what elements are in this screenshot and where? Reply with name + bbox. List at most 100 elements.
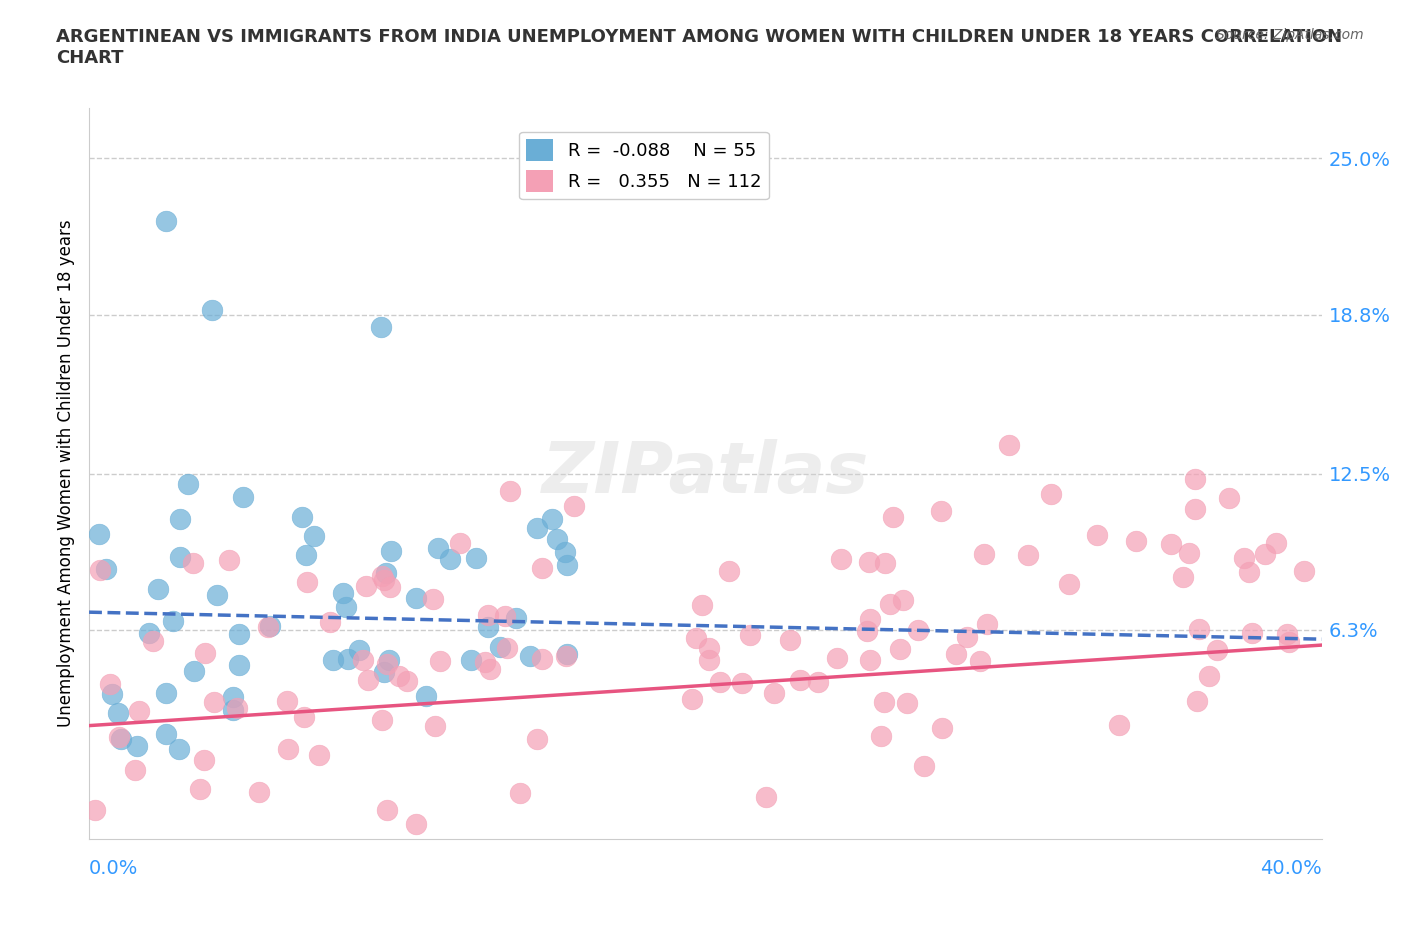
Immigrants from India xyxy=(292,710,315,724)
Immigrants from India xyxy=(789,672,811,687)
Immigrants from India xyxy=(89,563,111,578)
Argentineans xyxy=(89,526,111,541)
Immigrants from India xyxy=(873,695,896,710)
Argentineans xyxy=(477,619,499,634)
Immigrants from India xyxy=(373,572,395,587)
Immigrants from India xyxy=(1188,622,1211,637)
Immigrants from India xyxy=(755,790,778,805)
Immigrants from India xyxy=(247,785,270,800)
Immigrants from India xyxy=(1171,570,1194,585)
Immigrants from India xyxy=(1039,486,1062,501)
Argentineans xyxy=(380,543,402,558)
Immigrants from India xyxy=(1218,490,1240,505)
Argentineans xyxy=(439,551,461,566)
Argentineans xyxy=(221,690,243,705)
Immigrants from India xyxy=(429,654,451,669)
Immigrants from India xyxy=(218,552,240,567)
Immigrants from India xyxy=(912,759,935,774)
Argentineans xyxy=(526,521,548,536)
Argentineans xyxy=(162,614,184,629)
Argentineans xyxy=(370,319,392,334)
Immigrants from India xyxy=(375,803,398,817)
Immigrants from India xyxy=(193,645,215,660)
Immigrants from India xyxy=(1254,546,1277,561)
Immigrants from India xyxy=(858,653,880,668)
Immigrants from India xyxy=(225,700,247,715)
Immigrants from India xyxy=(276,694,298,709)
Immigrants from India xyxy=(479,662,502,677)
Text: 40.0%: 40.0% xyxy=(1260,859,1322,878)
Argentineans xyxy=(519,648,541,663)
Argentineans xyxy=(155,214,177,229)
Immigrants from India xyxy=(685,631,707,645)
Immigrants from India xyxy=(976,617,998,631)
Immigrants from India xyxy=(531,652,554,667)
Immigrants from India xyxy=(1294,564,1316,578)
Argentineans xyxy=(107,706,129,721)
Immigrants from India xyxy=(1017,548,1039,563)
Argentineans xyxy=(291,510,314,525)
Argentineans xyxy=(201,302,224,317)
Argentineans xyxy=(94,561,117,576)
Immigrants from India xyxy=(554,649,576,664)
Immigrants from India xyxy=(1178,546,1201,561)
Argentineans xyxy=(259,618,281,633)
Immigrants from India xyxy=(190,782,212,797)
Argentineans xyxy=(373,664,395,679)
Argentineans xyxy=(332,585,354,600)
Immigrants from India xyxy=(377,657,399,671)
Immigrants from India xyxy=(1185,694,1208,709)
Immigrants from India xyxy=(98,676,121,691)
Text: 0.0%: 0.0% xyxy=(89,859,138,878)
Immigrants from India xyxy=(1237,565,1260,579)
Immigrants from India xyxy=(128,704,150,719)
Argentineans xyxy=(322,652,344,667)
Immigrants from India xyxy=(1198,668,1220,683)
Argentineans xyxy=(101,687,124,702)
Argentineans xyxy=(205,587,228,602)
Immigrants from India xyxy=(352,653,374,668)
Immigrants from India xyxy=(929,504,952,519)
Immigrants from India xyxy=(498,484,520,498)
Immigrants from India xyxy=(477,607,499,622)
Argentineans xyxy=(295,548,318,563)
Immigrants from India xyxy=(869,728,891,743)
Immigrants from India xyxy=(882,510,904,525)
Argentineans xyxy=(110,731,132,746)
Immigrants from India xyxy=(998,438,1021,453)
Immigrants from India xyxy=(1184,501,1206,516)
Immigrants from India xyxy=(1085,527,1108,542)
Argentineans xyxy=(374,565,396,580)
Argentineans xyxy=(415,688,437,703)
Immigrants from India xyxy=(825,650,848,665)
Immigrants from India xyxy=(709,675,731,690)
Immigrants from India xyxy=(697,641,720,656)
Argentineans xyxy=(138,626,160,641)
Text: ARGENTINEAN VS IMMIGRANTS FROM INDIA UNEMPLOYMENT AMONG WOMEN WITH CHILDREN UNDE: ARGENTINEAN VS IMMIGRANTS FROM INDIA UNE… xyxy=(56,28,1343,67)
Argentineans xyxy=(176,477,198,492)
Argentineans xyxy=(405,591,427,605)
Argentineans xyxy=(155,685,177,700)
Immigrants from India xyxy=(422,591,444,606)
Argentineans xyxy=(228,658,250,673)
Argentineans xyxy=(222,702,245,717)
Immigrants from India xyxy=(907,622,929,637)
Argentineans xyxy=(488,640,510,655)
Immigrants from India xyxy=(181,556,204,571)
Argentineans xyxy=(377,652,399,667)
Immigrants from India xyxy=(1160,537,1182,551)
Immigrants from India xyxy=(738,628,761,643)
Immigrants from India xyxy=(1057,577,1080,591)
Immigrants from India xyxy=(354,578,377,593)
Immigrants from India xyxy=(357,672,380,687)
Immigrants from India xyxy=(682,692,704,707)
Immigrants from India xyxy=(1108,718,1130,733)
Argentineans xyxy=(373,851,395,866)
Immigrants from India xyxy=(509,785,531,800)
Argentineans xyxy=(167,741,190,756)
Immigrants from India xyxy=(531,561,554,576)
Argentineans xyxy=(557,558,579,573)
Immigrants from India xyxy=(1264,536,1286,551)
Argentineans xyxy=(347,643,370,658)
Immigrants from India xyxy=(319,615,342,630)
